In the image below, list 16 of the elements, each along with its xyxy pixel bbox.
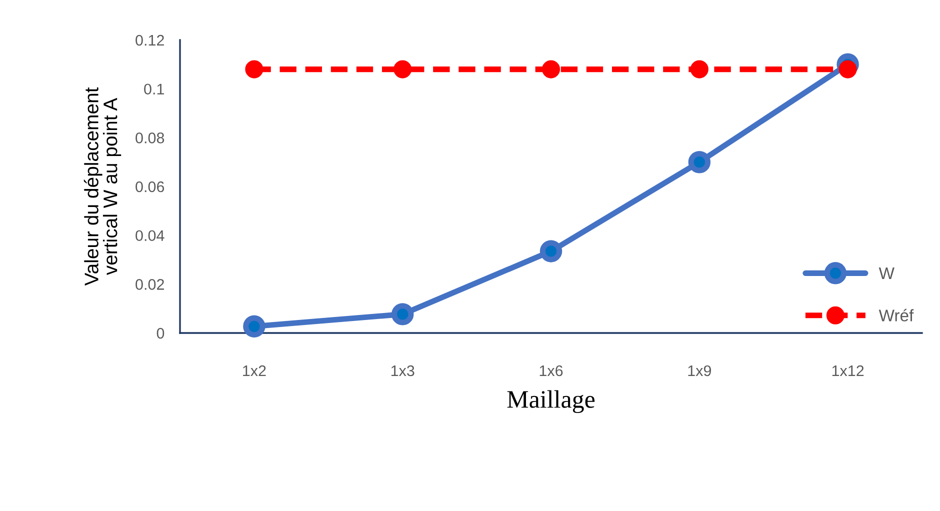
y-tick-label: 0.1 [144,84,164,95]
legend-label: W [878,268,894,280]
y-tick-label: 0.06 [136,181,164,192]
x-axis-title: Maillage [507,390,595,414]
x-tick-label: 1x2 [243,365,266,376]
x-tick-label: 1x12 [832,365,864,376]
y-tick-label: 0 [156,328,164,339]
x-tick-label: 1x3 [391,365,414,376]
x-tick-label: 1x6 [540,365,563,376]
y-tick-label: 0.02 [136,279,164,290]
y-tick-label: 0.12 [136,34,164,46]
y-tick-label: 0.04 [136,230,164,242]
legend-label: Wréf [878,308,914,322]
y-tick-label: 0.08 [136,132,164,144]
x-tick-label: 1x9 [688,365,711,376]
y-axis-title: Valeur du déplacement vertical W au point A [84,87,122,286]
